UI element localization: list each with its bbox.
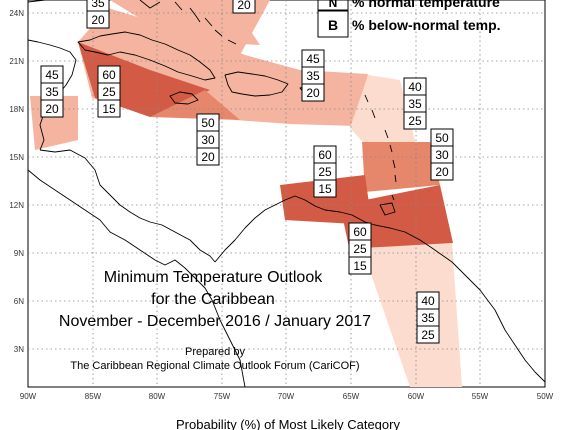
forecast-value: 25 [102,85,116,99]
lon-label: 80W [149,392,166,401]
legend-n-box [317,0,349,11]
central-america-pacific [27,169,213,301]
lon-label: 55W [472,392,489,401]
forecast-value: 20 [237,0,251,12]
forecast-value: 50 [201,116,215,130]
forecast-boxes: 35 20 20 45 35 20 60 25 15 45 35 20 40 35 25 50 30 20 50 30… [40,0,454,344]
title-line-1: Minimum Temperature Outlook [104,269,323,286]
legend-b-box [317,10,349,38]
lon-label: 75W [214,392,231,401]
zone-eastern-caribbean-north [350,75,416,150]
footer-caption: Probability (%) of Most Likely Category [176,417,400,430]
forecast-value-cell [97,99,121,118]
south-america-pacific [211,299,246,388]
lon-label: 60W [408,392,425,401]
forecast-value-cell [232,0,256,14]
forecast-value: 15 [102,102,116,116]
lat-label: 3N [14,345,24,354]
trinidad-coast [379,202,396,216]
forecast-value: 35 [306,69,320,83]
cuba-coast [77,31,216,81]
forecast-value-cell [348,256,372,275]
forecast-value: 20 [45,102,59,116]
lat-label: 6N [14,297,24,306]
lon-label: 70W [278,392,295,401]
legend-n-label: % normal temperature [352,0,500,10]
lon-label: 50W [537,392,554,401]
lesser-antilles [364,94,397,201]
forecast-value: 25 [353,242,367,256]
forecast-value: 20 [435,165,449,179]
forecast-value: 35 [408,97,422,111]
forecast-value: 35 [91,0,105,10]
forecast-value-cell [403,111,427,130]
map-title: Minimum Temperature Outlook for the Cari… [59,269,371,372]
forecast-value: 60 [318,148,332,162]
lat-label: 12N [9,201,24,210]
hispaniola-coast [224,71,289,97]
forecast-value-cell [196,147,220,166]
florida-coast [27,0,161,9]
zone-hispaniola-prico [205,58,368,126]
forecast-value: 20 [91,13,105,27]
lat-label: 24N [9,9,24,18]
lat-label: 15N [9,153,24,162]
forecast-value: 45 [306,52,320,66]
forecast-value: 30 [201,133,215,147]
legend-b-key: B [328,17,338,33]
forecast-value-cell [301,83,325,102]
jamaica-coast [169,91,199,105]
forecast-value: 40 [408,80,422,94]
legend: N % normal temperature B % below-normal … [317,0,501,38]
forecast-value: 35 [421,311,435,325]
zone-guianas [362,243,462,387]
bahamas-coast [174,1,237,45]
prepared-by: Prepared by [185,346,245,358]
zone-lesser-antilles [362,142,440,192]
title-line-2: for the Caribbean [151,291,275,308]
forecast-value: 60 [353,225,367,239]
forecast-value: 25 [421,328,435,342]
forecast-value-cell [430,162,454,181]
forecast-value: 15 [318,182,332,196]
lon-label: 85W [85,392,102,401]
latitude-labels: 24N 21N 18N 15N 12N 9N 6N 3N [9,9,24,354]
longitude-labels: 90W 85W 80W 75W 70W 65W 60W 55W 50W [20,392,554,401]
forecast-value-cell [40,99,64,118]
lon-label: 90W [20,392,37,401]
lon-label: 65W [343,392,360,401]
forecast-value: 50 [435,131,449,145]
forecast-value-cell [313,179,337,198]
zone-jamaica [150,90,240,120]
forecast-value: 20 [201,150,215,164]
central-america-coast [39,149,216,263]
forecast-value: 20 [306,86,320,100]
forecast-value-cell [86,10,110,29]
forecast-value: 30 [435,148,449,162]
forecast-value: 15 [353,259,367,273]
forecast-value-cell [416,325,440,344]
forecast-value: 40 [421,294,435,308]
forecast-value: 35 [45,85,59,99]
title-line-3: November - December 2016 / January 2017 [59,313,371,330]
forecast-value: 25 [408,114,422,128]
lat-label: 9N [14,249,24,258]
lat-label: 18N [9,105,24,114]
legend-b-label: % below-normal temp. [352,17,501,33]
forecast-value: 60 [102,68,116,82]
lat-label: 21N [9,57,24,66]
legend-n-key: N [329,0,338,10]
organization-name: The Caribbean Regional Climate Outlook F… [70,360,359,372]
forecast-value: 45 [45,68,59,82]
forecast-value: 25 [318,165,332,179]
yucatan-coast [27,39,77,151]
